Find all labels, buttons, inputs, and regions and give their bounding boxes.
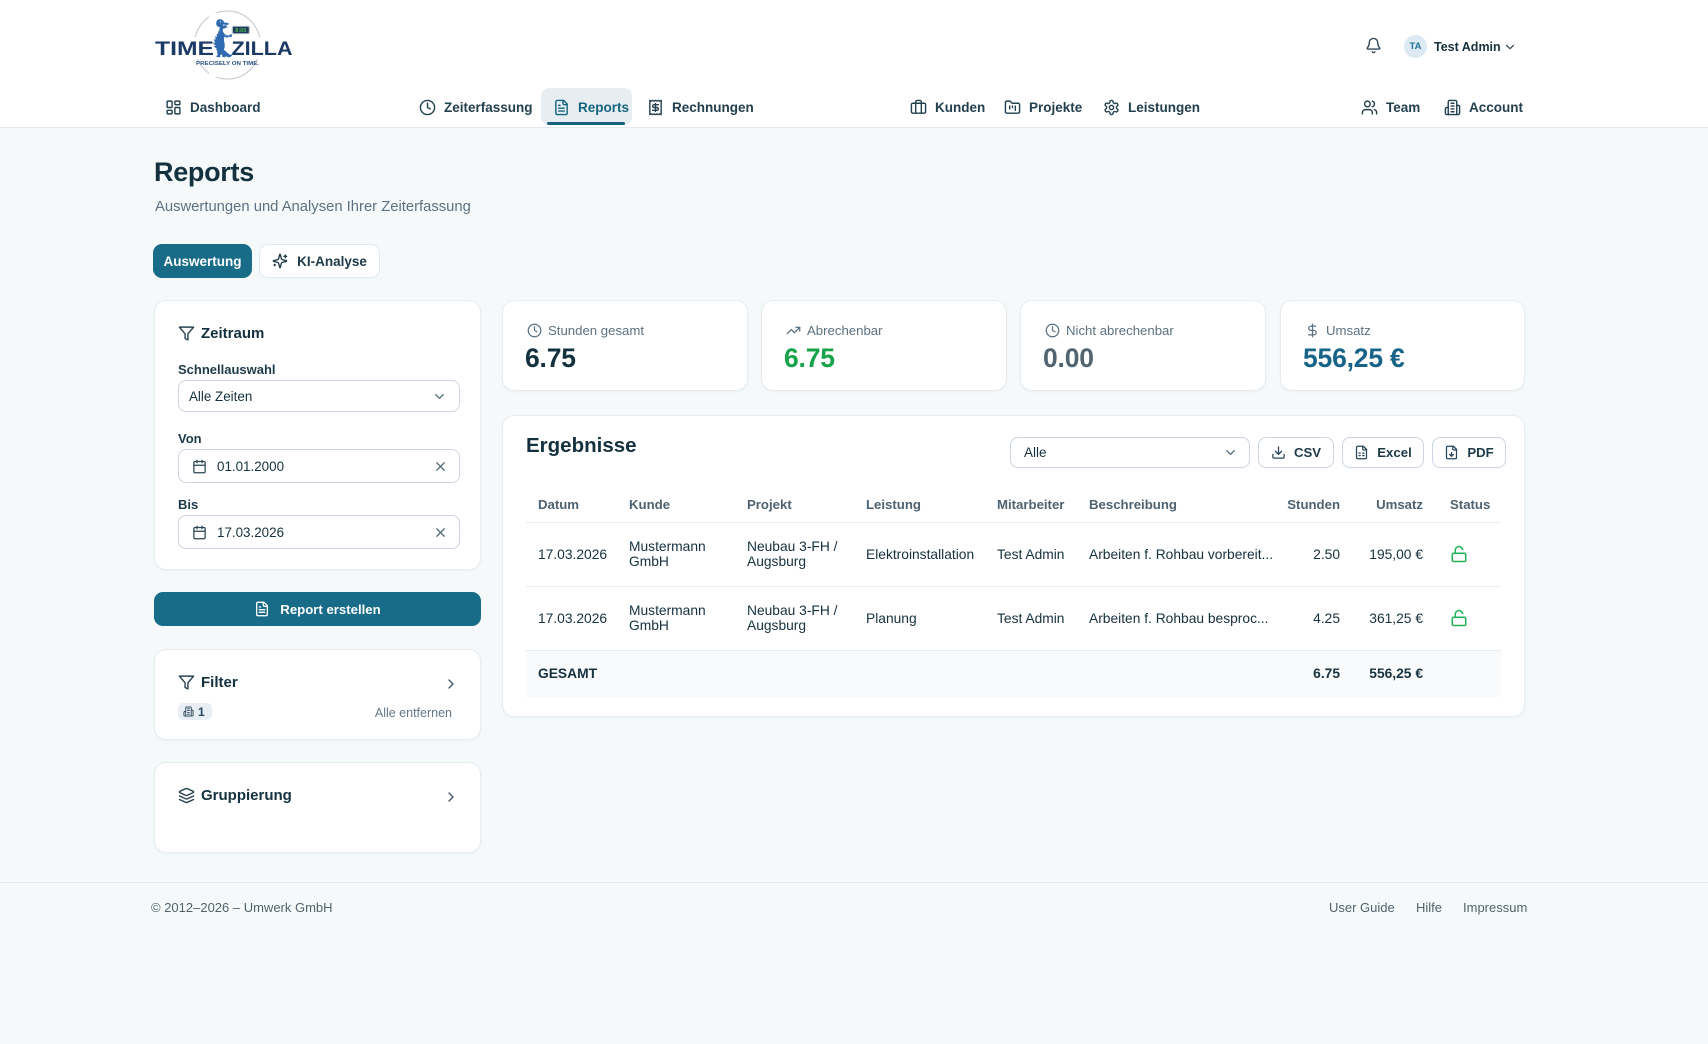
svg-text:8:05: 8:05: [235, 28, 246, 34]
svg-text:ZILLA: ZILLA: [232, 38, 293, 60]
svg-text:TIME: TIME: [155, 38, 214, 60]
svg-text:PRECISELY ON TIME.: PRECISELY ON TIME.: [196, 61, 259, 67]
